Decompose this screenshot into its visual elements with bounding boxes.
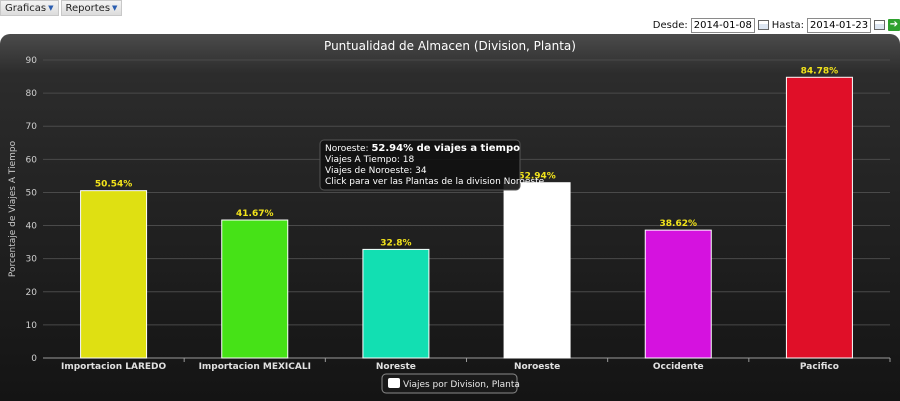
legend-box: [381, 373, 518, 394]
x-tick-label: Importacion LAREDO: [61, 362, 167, 372]
y-tick-label: 50: [26, 188, 38, 198]
data-label: 50.54%: [95, 180, 133, 190]
date-filter: Desde: Hasta: ➔: [653, 17, 900, 33]
hasta-label: Hasta:: [771, 19, 804, 31]
bar: [362, 248, 430, 359]
calendar-icon[interactable]: [874, 20, 885, 30]
chart-title: Puntualidad de Almacen (Division, Planta…: [324, 39, 576, 53]
data-label: 52.94%: [518, 172, 556, 182]
arrow-right-icon[interactable]: ➔: [888, 19, 900, 31]
x-tick-label: Importacion MEXICALI: [199, 362, 311, 372]
x-tick-label: Pacifico: [800, 362, 839, 372]
menu-bar: Graficas ▼ Reportes ▼: [0, 0, 123, 16]
desde-input[interactable]: [690, 17, 755, 33]
chevron-down-icon: ▼: [112, 3, 118, 12]
legend-swatch: [388, 378, 400, 388]
x-tick-label: Noreste: [376, 362, 416, 372]
tooltip-line-1: Noroeste: 52.94% de viajes a tiempo: [325, 143, 520, 154]
hasta-input[interactable]: [807, 17, 871, 33]
bar: [221, 219, 289, 359]
y-axis-label: Porcentaje de Viajes A Tiempo: [8, 140, 18, 277]
y-tick-label: 0: [31, 354, 37, 364]
menu-reportes-label: Reportes: [65, 2, 111, 14]
y-tick-label: 40: [26, 222, 38, 232]
calendar-icon[interactable]: [757, 20, 769, 30]
y-tick-label: 30: [26, 255, 38, 265]
chart-panel: Puntualidad de Almacen (Division, Planta…: [0, 34, 900, 401]
x-tick-label: Noroeste: [514, 362, 560, 372]
bar: [503, 182, 571, 359]
y-tick-label: 10: [26, 321, 38, 331]
tooltip-box: [319, 139, 521, 191]
tooltip-line-2: Viajes A Tiempo: 18: [325, 155, 414, 165]
bar: [785, 76, 853, 359]
data-label: 84.78%: [801, 66, 839, 76]
menu-graficas-label: Graficas: [5, 2, 47, 14]
tooltip-line-4: Click para ver las Plantas de la divisio…: [325, 177, 547, 187]
menu-reportes[interactable]: Reportes ▼: [60, 0, 123, 16]
chevron-down-icon: ▼: [48, 3, 54, 12]
y-tick-label: 60: [26, 155, 38, 165]
bar: [644, 229, 712, 359]
bar-chart: Puntualidad de Almacen (Division, Planta…: [8, 39, 891, 394]
data-label: 32.8%: [380, 238, 411, 248]
y-tick-label: 20: [26, 288, 38, 298]
x-tick-label: Occidente: [653, 362, 704, 372]
legend-label: Viajes por Division, Planta: [403, 380, 520, 390]
tooltip-line-3: Viajes de Noroeste: 34: [325, 166, 427, 176]
menu-graficas[interactable]: Graficas ▼: [0, 0, 59, 16]
data-label: 41.67%: [236, 209, 274, 219]
data-label: 38.62%: [660, 219, 698, 229]
y-tick-label: 70: [26, 122, 38, 132]
bar: [80, 190, 148, 359]
desde-label: Desde:: [652, 19, 688, 31]
y-tick-label: 90: [26, 56, 38, 66]
y-tick-label: 80: [26, 89, 38, 99]
